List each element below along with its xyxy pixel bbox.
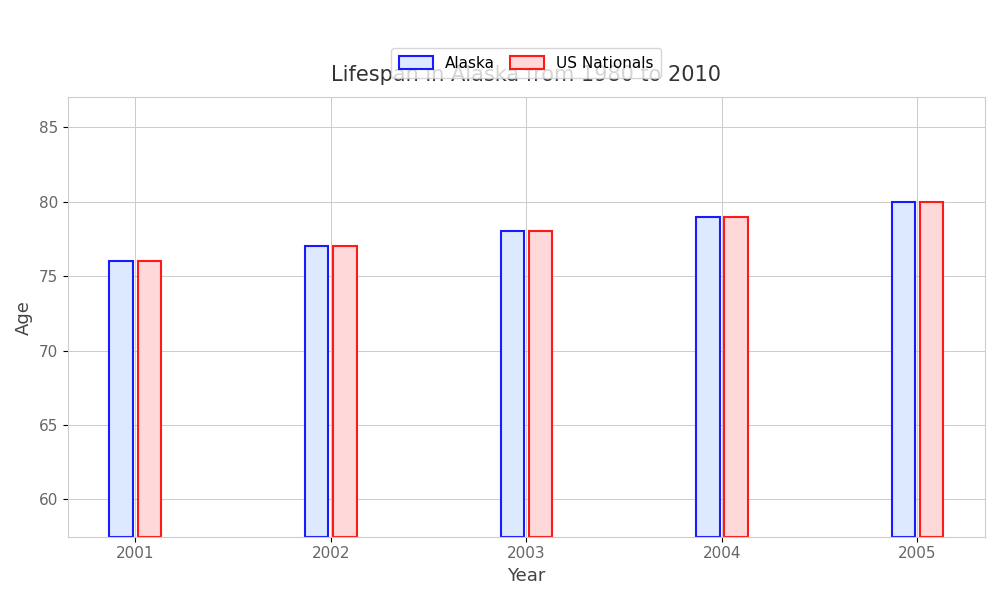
Bar <box>529 232 552 537</box>
Bar <box>138 261 161 537</box>
Bar <box>696 217 720 537</box>
Bar <box>109 261 133 537</box>
X-axis label: Year: Year <box>507 567 546 585</box>
Bar <box>892 202 915 537</box>
Bar <box>305 247 328 537</box>
Title: Lifespan in Alaska from 1980 to 2010: Lifespan in Alaska from 1980 to 2010 <box>331 65 721 85</box>
Bar <box>724 217 748 537</box>
Bar <box>501 232 524 537</box>
Bar <box>333 247 357 537</box>
Legend: Alaska, US Nationals: Alaska, US Nationals <box>391 48 661 78</box>
Y-axis label: Age: Age <box>15 299 33 335</box>
Bar <box>920 202 943 537</box>
